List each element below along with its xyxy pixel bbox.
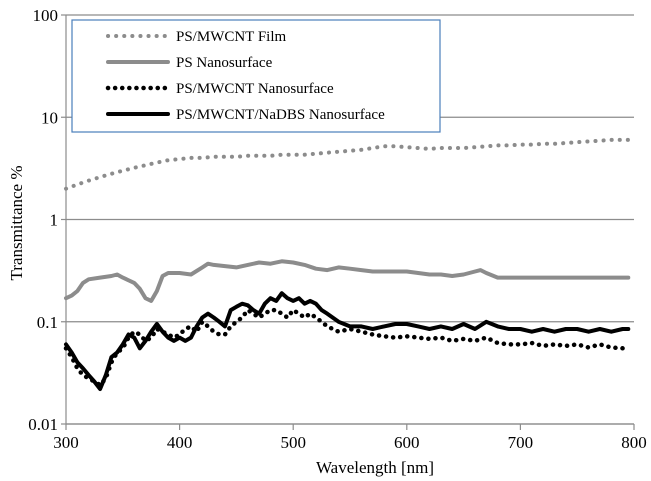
y-axis-title: Transmittance % bbox=[7, 165, 26, 280]
axes bbox=[61, 14, 635, 430]
x-axis-title: Wavelength [nm] bbox=[316, 458, 434, 477]
y-tick-label: 100 bbox=[33, 6, 59, 25]
x-tick-label: 600 bbox=[394, 433, 420, 452]
legend-label-3: PS/MWCNT Nanosurface bbox=[176, 81, 334, 97]
x-tick-label: 500 bbox=[280, 433, 306, 452]
y-tick-label: 10 bbox=[41, 108, 58, 127]
legend-label-2: PS Nanosurface bbox=[176, 55, 273, 71]
x-tick-label: 800 bbox=[621, 433, 647, 452]
x-tick-label: 400 bbox=[167, 433, 193, 452]
tick-labels: 0.01 0.1 1 10 100 300 400 500 600 700 800 bbox=[28, 6, 647, 452]
legend: PS/MWCNT Film PS Nanosurface PS/MWCNT Nano… bbox=[71, 19, 441, 133]
series-line-2 bbox=[64, 259, 631, 303]
series-line-3 bbox=[63, 307, 631, 389]
series-line-1 bbox=[64, 137, 631, 191]
legend-label-4: PS/MWCNT/NaDBS Nanosurface bbox=[176, 107, 385, 123]
series-lines bbox=[63, 137, 631, 391]
y-tick-label: 0.01 bbox=[28, 415, 58, 434]
legend-label-1: PS/MWCNT Film bbox=[176, 29, 287, 45]
series-line-4 bbox=[64, 291, 631, 391]
x-tick-label: 700 bbox=[508, 433, 534, 452]
x-tick-label: 300 bbox=[53, 433, 79, 452]
y-tick-label: 1 bbox=[50, 211, 59, 230]
y-tick-label: 0.1 bbox=[37, 313, 58, 332]
